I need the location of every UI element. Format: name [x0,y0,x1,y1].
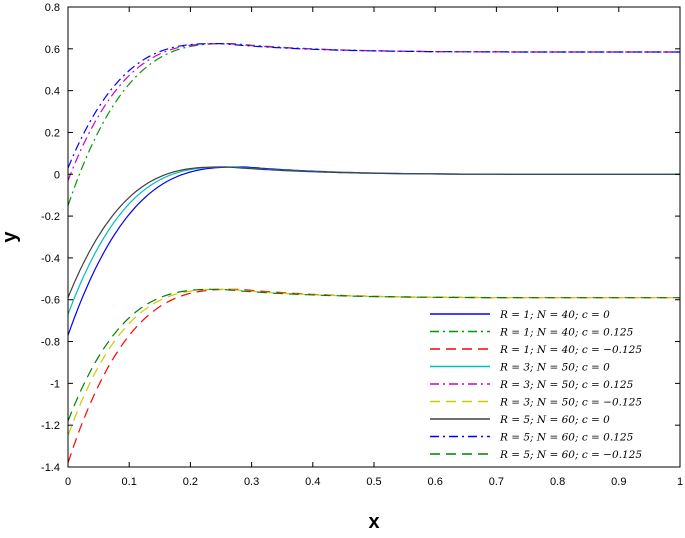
x-tick-label: 0.2 [183,476,198,488]
x-tick-label: 0.9 [611,476,626,488]
legend-label-9: R = 5; N = 60; c = −0.125 [499,449,642,461]
y-tick-label: -0.8 [41,337,60,349]
x-tick-label: 0.6 [428,476,443,488]
y-tick-label: 0 [54,169,60,181]
x-tick-label: 0.5 [366,476,381,488]
series-layer [67,42,680,463]
x-tick-label: 0.4 [305,476,320,488]
legend-label-4: R = 3; N = 50; c = 0 [499,362,610,374]
legend-label-7: R = 5; N = 60; c = 0 [499,414,610,426]
y-tick-label: -1 [50,378,60,390]
x-axis-label: x [368,511,379,533]
y-tick-label: 0.4 [45,86,60,98]
legend: R = 1; N = 40; c = 0 R = 1; N = 40; c = 0… [420,305,673,467]
tick-layer: 0 0.1 0.2 0.3 0.4 0.5 0.6 0.7 0.8 0.9 1 0.8 0.6 0.4 0.… [41,2,683,488]
series-line-7 [67,166,680,298]
y-tick-label: -0.2 [41,211,60,223]
y-tick-label: -0.6 [41,295,60,307]
series-line-9 [67,288,680,422]
legend-label-2: R = 1; N = 40; c = 0.125 [499,327,634,339]
legend-label-3: R = 1; N = 40; c = −0.125 [499,344,642,356]
x-tick-label: 0.1 [122,476,137,488]
x-tick-label: 0 [65,476,71,488]
series-line-8 [67,42,680,169]
x-tick-label: 0.3 [244,476,259,488]
x-tick-label: 1 [677,476,683,488]
y-tick-label: 0.8 [45,2,60,14]
y-tick-label: 0.2 [45,127,60,139]
x-tick-label: 0.8 [550,476,565,488]
y-tick-label: -1.2 [41,420,60,432]
legend-label-8: R = 5; N = 60; c = 0.125 [499,432,634,444]
y-axis-label: y [0,231,21,243]
y-tick-label: -0.4 [41,253,60,265]
legend-box [420,305,673,467]
legend-label-1: R = 1; N = 40; c = 0 [499,309,610,321]
legend-label-5: R = 3; N = 50; c = 0.125 [499,379,634,391]
series-line-6 [67,288,680,436]
legend-label-6: R = 3; N = 50; c = −0.125 [499,397,642,409]
y-tick-label: 0.6 [45,44,60,56]
y-tick-label: -1.4 [41,462,60,474]
x-tick-label: 0.7 [489,476,504,488]
